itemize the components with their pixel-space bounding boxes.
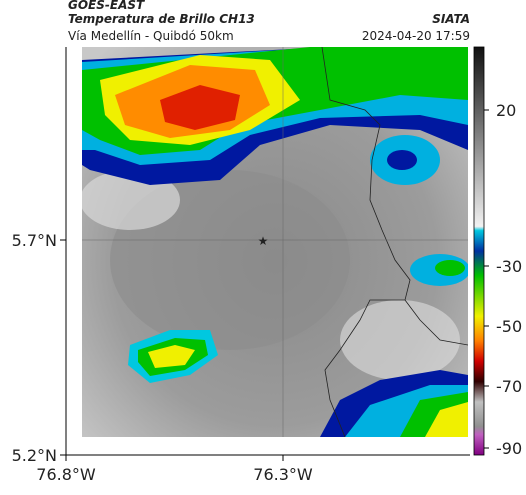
agency: SIATA	[432, 12, 470, 26]
lon-label: 76.8°W	[36, 465, 96, 484]
lat-label: 5.7°N	[12, 231, 57, 250]
svg-text:★: ★	[258, 234, 269, 248]
lat-label: 5.2°N	[12, 446, 57, 465]
colorbar-label: -50	[496, 317, 522, 336]
colorbar	[473, 46, 485, 456]
timestamp: 2024-04-20 17:59	[362, 29, 470, 43]
colorbar-label: -90	[496, 439, 522, 458]
lon-label: 76.3°W	[253, 465, 313, 484]
route: Vía Medellín - Quibdó 50km	[68, 29, 234, 43]
colorbar-label: -30	[496, 257, 522, 276]
colorbar-label: -70	[496, 377, 522, 396]
product: Temperatura de Brillo CH13	[68, 12, 255, 26]
satellite-image: ★	[82, 47, 468, 437]
source: GOES-EAST	[68, 0, 145, 12]
colorbar-label: 20	[496, 101, 516, 120]
